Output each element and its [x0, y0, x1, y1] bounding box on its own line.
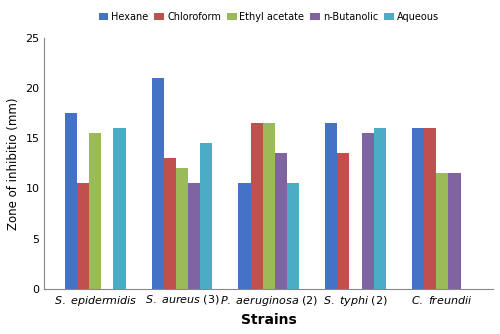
Bar: [275, 153, 287, 289]
Y-axis label: Zone of inhibitio (mm): Zone of inhibitio (mm): [7, 97, 20, 229]
Bar: [262, 123, 275, 289]
Bar: [436, 173, 448, 289]
Bar: [448, 173, 460, 289]
Bar: [424, 128, 436, 289]
Bar: [362, 133, 374, 289]
Bar: [338, 153, 349, 289]
Bar: [374, 128, 386, 289]
Bar: [114, 128, 126, 289]
Bar: [65, 113, 77, 289]
Bar: [200, 143, 212, 289]
Legend: Hexane, Chloroform, Ethyl acetate, n-Butanolic, Aqueous: Hexane, Chloroform, Ethyl acetate, n-But…: [95, 8, 443, 26]
Bar: [152, 78, 164, 289]
Bar: [188, 183, 200, 289]
X-axis label: Strains: Strains: [241, 313, 296, 327]
Bar: [325, 123, 338, 289]
Bar: [89, 133, 102, 289]
Bar: [287, 183, 299, 289]
Bar: [238, 183, 250, 289]
Bar: [176, 168, 188, 289]
Bar: [250, 123, 262, 289]
Bar: [412, 128, 424, 289]
Bar: [164, 158, 176, 289]
Bar: [77, 183, 89, 289]
